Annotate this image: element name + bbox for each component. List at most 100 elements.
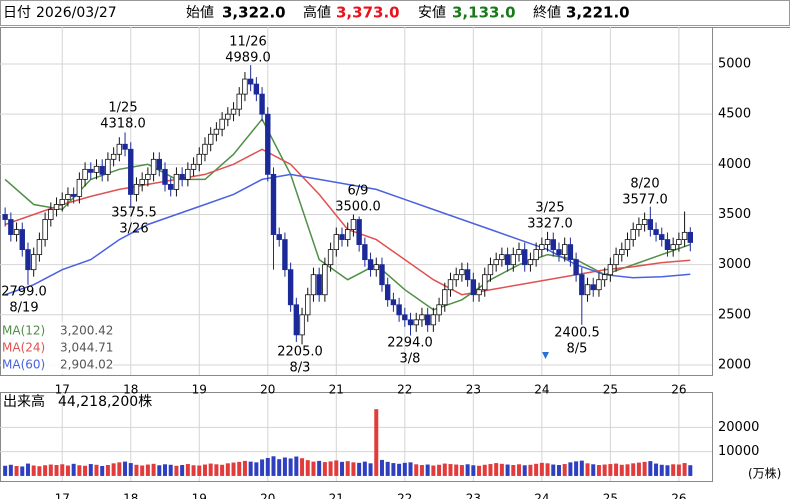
volume-bar (528, 464, 533, 476)
candle-body (482, 274, 488, 291)
candle-body (185, 168, 191, 180)
volume-bar (648, 461, 653, 476)
volume-bar (231, 462, 236, 476)
candle-body (584, 284, 591, 296)
volume-bar (282, 457, 287, 476)
volume-bar (242, 460, 247, 476)
candle-body (522, 249, 528, 266)
candle-body (619, 249, 625, 256)
candle-body (276, 234, 282, 240)
volume-bar (25, 463, 30, 476)
candle-body (653, 229, 659, 235)
volume-bar (237, 461, 242, 476)
x-tick-label: 17 (55, 492, 70, 499)
candle-body (207, 133, 214, 145)
volume-bar (180, 465, 185, 476)
candle-body (225, 113, 231, 120)
candle-body (504, 254, 511, 266)
candle-body (173, 173, 180, 190)
x-tick-label: 20 (260, 383, 275, 397)
candle-body (219, 118, 225, 130)
x-tick-label: 25 (603, 492, 618, 499)
x-tick-label: 21 (329, 383, 344, 397)
volume-bar (636, 462, 641, 476)
candle-body (567, 244, 574, 261)
candle-body (19, 229, 25, 251)
legend-name: MA(24) (2, 341, 45, 355)
volume-bar (688, 465, 693, 476)
annotation: 8/19 (9, 301, 38, 316)
volume-bar (277, 459, 282, 476)
candle-body (613, 254, 619, 266)
y-tick-label: 5000 (718, 57, 751, 72)
candle-body (487, 264, 494, 276)
header-label: 高値 (303, 4, 331, 21)
volume-bar (191, 465, 196, 476)
annotation: 2400.5 (554, 326, 600, 341)
volume-bar (374, 409, 379, 476)
candle-body (579, 274, 585, 296)
annotation: 8/20 (630, 177, 659, 192)
volume-bar (619, 464, 624, 476)
candle-body (390, 299, 397, 306)
volume-bar (117, 462, 122, 476)
candle-body (561, 244, 568, 256)
x-tick-label: 24 (534, 383, 549, 397)
candle-body (419, 314, 425, 321)
candle-body (282, 239, 288, 271)
volume-bar (614, 463, 619, 476)
volume-bar (562, 464, 567, 476)
x-tick-label: 21 (329, 492, 344, 499)
header-label: 始値 (186, 5, 214, 21)
volume-bar (505, 464, 510, 476)
candle-body (168, 183, 174, 190)
volume-bar (676, 464, 681, 476)
candle-body (424, 314, 431, 326)
volume-bar (14, 465, 19, 476)
volume-bar (522, 465, 527, 476)
candle-body (253, 83, 260, 95)
x-tick-label: 22 (397, 492, 412, 499)
candle-body (202, 143, 208, 155)
candle-body (413, 319, 419, 326)
candle-body (213, 128, 220, 135)
volume-bar (60, 464, 65, 476)
volume-bar (539, 462, 544, 476)
volume-bar (265, 457, 270, 476)
annotation: 8/3 (290, 361, 311, 376)
x-tick-label: 19 (192, 383, 207, 397)
candle-body (447, 279, 454, 291)
candle-body (105, 158, 111, 175)
volume-bar (682, 463, 687, 476)
x-tick-label: 18 (123, 492, 138, 499)
candle-body (641, 219, 648, 225)
header-bar (0, 0, 790, 26)
candle-body (327, 249, 334, 266)
candle-body (601, 274, 608, 281)
volume-bar (288, 458, 293, 476)
candle-body (236, 93, 242, 110)
volume-bar (20, 466, 25, 476)
volume-bar (83, 465, 88, 476)
candle-body (339, 234, 345, 240)
candle-body (162, 168, 168, 185)
candle-body (379, 264, 385, 286)
candle-body (402, 314, 408, 321)
volume-bar (37, 466, 42, 476)
volume-bar (208, 463, 213, 476)
x-tick-label: 25 (603, 383, 618, 397)
volume-bar (225, 463, 230, 476)
annotation: 3/25 (535, 201, 564, 216)
candle-body (362, 244, 368, 261)
candle-body (99, 165, 105, 175)
volume-bar (551, 464, 556, 476)
volume-bar (465, 464, 470, 476)
volume-bar (437, 464, 442, 476)
candle-body (590, 284, 596, 291)
candle-body (516, 249, 522, 256)
volume-bar (157, 465, 162, 476)
volume-bar (94, 464, 99, 476)
annotation: 3577.0 (622, 193, 668, 208)
